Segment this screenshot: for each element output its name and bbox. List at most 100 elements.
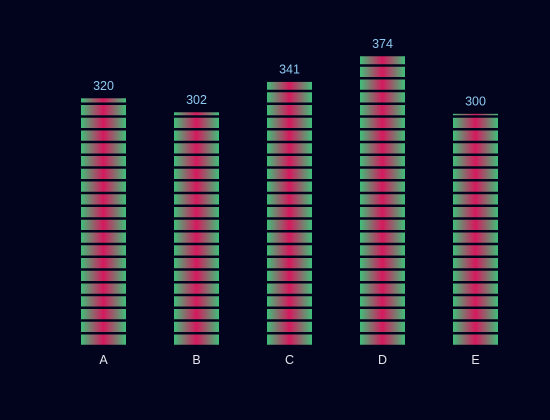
bar-segment — [174, 112, 219, 116]
bar-segment — [360, 207, 405, 218]
bar-c — [267, 81, 312, 345]
bar-segment — [453, 156, 498, 167]
value-label-e: 300 — [465, 95, 486, 109]
value-label-c: 341 — [279, 63, 300, 77]
bar-segment — [267, 143, 312, 154]
bar-segment — [360, 321, 405, 332]
bar-segment — [453, 194, 498, 205]
bar-segment — [267, 219, 312, 230]
bar-segment — [174, 321, 219, 332]
bar-segment — [81, 105, 126, 116]
bar-segment — [174, 181, 219, 192]
bar-segment — [360, 168, 405, 179]
bar-segment — [360, 194, 405, 205]
bar-segment — [81, 296, 126, 307]
bar-segment — [360, 105, 405, 116]
bar-segment — [81, 334, 126, 345]
bar-segment — [174, 207, 219, 218]
bar-segment — [360, 79, 405, 90]
category-label-d: D — [378, 353, 387, 367]
bar-segment — [267, 81, 312, 90]
bar-segment — [174, 334, 219, 345]
bar-segment — [453, 245, 498, 256]
labels-group: 320 A 302 B 341 C 374 D 300 E — [93, 37, 486, 367]
bar-segment — [81, 117, 126, 128]
bar-segment — [267, 258, 312, 269]
bar-segment — [81, 98, 126, 103]
bar-segment — [81, 245, 126, 256]
bar-segment — [81, 270, 126, 281]
bar-segment — [267, 270, 312, 281]
bar-segment — [81, 207, 126, 218]
bar-segment — [360, 156, 405, 167]
bar-d — [360, 56, 405, 345]
bar-segment — [360, 143, 405, 154]
bar-segment — [453, 207, 498, 218]
bar-segment — [81, 258, 126, 269]
bar-segment — [267, 181, 312, 192]
bar-b — [174, 112, 219, 345]
bar-segment — [174, 168, 219, 179]
bar-segment — [174, 156, 219, 167]
bar-segment — [267, 168, 312, 179]
bar-segment — [267, 156, 312, 167]
bar-segment — [267, 309, 312, 320]
bar-segment — [360, 117, 405, 128]
bar-segment — [174, 258, 219, 269]
bar-segment — [174, 117, 219, 128]
bar-segment — [174, 296, 219, 307]
bar-segment — [81, 232, 126, 243]
bar-segment — [174, 283, 219, 294]
bar-segment — [81, 156, 126, 167]
bar-segment — [81, 309, 126, 320]
bar-segment — [453, 219, 498, 230]
bar-segment — [174, 143, 219, 154]
category-label-c: C — [285, 353, 294, 367]
bar-segment — [453, 181, 498, 192]
bar-segment — [174, 232, 219, 243]
bar-segment — [267, 92, 312, 103]
bar-segment — [453, 143, 498, 154]
bars-group — [81, 56, 498, 345]
bar-segment — [267, 105, 312, 116]
bar-segment — [453, 232, 498, 243]
bar-segment — [360, 181, 405, 192]
bar-segment — [360, 270, 405, 281]
bar-segment — [174, 194, 219, 205]
category-label-a: A — [99, 353, 108, 367]
bar-segment — [360, 232, 405, 243]
bar-segment — [174, 130, 219, 141]
bar-a — [81, 98, 126, 345]
bar-segment — [267, 194, 312, 205]
bar-segment — [267, 334, 312, 345]
bar-segment — [267, 283, 312, 294]
bar-segment — [360, 296, 405, 307]
bar-segment — [81, 181, 126, 192]
bar-segment — [267, 130, 312, 141]
bar-segment — [81, 219, 126, 230]
bar-segment — [174, 245, 219, 256]
bar-segment — [453, 130, 498, 141]
bar-segment — [360, 245, 405, 256]
bar-segment — [174, 219, 219, 230]
bar-segment — [453, 168, 498, 179]
bar-segment — [81, 321, 126, 332]
bar-segment — [360, 92, 405, 103]
value-label-d: 374 — [372, 37, 393, 51]
value-label-b: 302 — [186, 93, 207, 107]
bar-segment — [267, 232, 312, 243]
bar-segment — [81, 194, 126, 205]
bar-segment — [81, 130, 126, 141]
bar-segment — [267, 296, 312, 307]
bar-segment — [267, 321, 312, 332]
bar-segment — [174, 270, 219, 281]
bar-segment — [453, 258, 498, 269]
bar-segment — [81, 143, 126, 154]
bar-segment — [453, 117, 498, 128]
bar-segment — [360, 56, 405, 65]
bar-segment — [174, 309, 219, 320]
bar-segment — [453, 309, 498, 320]
bar-segment — [81, 283, 126, 294]
category-label-b: B — [192, 353, 200, 367]
